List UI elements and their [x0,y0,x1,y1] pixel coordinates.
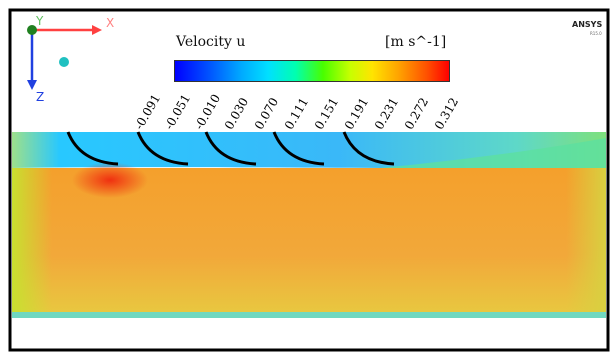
z-axis-arrowhead [27,80,37,90]
x-axis-label: X [106,16,115,30]
legend-title: Velocity u [176,34,246,50]
deflector-5 [342,131,395,166]
ansys-version: R15.0 [590,31,602,36]
lower-flow-left-edge [12,168,52,314]
deflector-2 [136,131,189,166]
ansys-logo: ANSYS [572,20,603,29]
view-point-marker [59,57,69,67]
upper-flow-transition [380,138,606,168]
deflector-1 [66,131,119,166]
deflector-3 [204,131,257,166]
y-axis-origin [27,25,37,35]
lower-flow-right-edge [566,168,606,314]
deflector-4 [272,131,325,166]
coordinate-triad [27,25,102,90]
legend-units: [m s^-1] [385,34,447,50]
upper-flow-region [12,132,606,168]
bottom-boundary-band [12,312,606,318]
velocity-hotspot [72,162,148,198]
z-axis-label: Z [36,90,45,104]
deflectors-group [66,131,395,166]
y-axis-label: Y [36,14,44,28]
velocity-colorbar [174,60,450,82]
x-axis-arrowhead [92,25,102,35]
